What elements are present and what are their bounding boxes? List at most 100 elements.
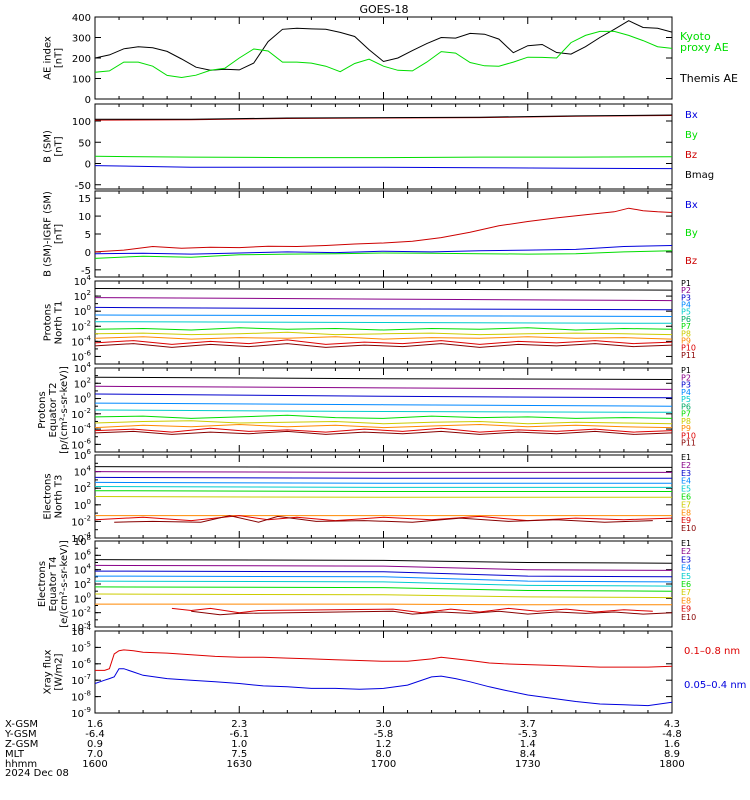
ephemeris-value: 8.0	[376, 749, 392, 760]
series-line	[95, 430, 672, 435]
series-line	[95, 30, 672, 79]
legend-entry: P10	[681, 431, 696, 440]
legend-entry: E2	[681, 547, 691, 556]
legend-entry: 0.05–0.4 nm	[684, 680, 746, 691]
y-tick-label: 106	[74, 448, 92, 462]
panel-frame	[94, 190, 673, 278]
y-tick-exponent: 0	[87, 498, 91, 506]
legend-entry: P1	[681, 279, 691, 288]
series-line	[95, 649, 672, 671]
y-axis-label: North T3	[54, 475, 65, 519]
series-line	[95, 515, 672, 522]
series-line	[95, 486, 672, 488]
y-tick-label: 10-5	[71, 640, 91, 654]
y-tick-label: 10-6	[71, 657, 91, 671]
y-tick-label: 200	[72, 54, 91, 65]
series-group	[95, 114, 672, 170]
legend-entry: E2	[681, 461, 691, 470]
y-axis-label: [nT]	[54, 224, 65, 244]
series-line	[114, 515, 653, 523]
legend-entry: P3	[681, 381, 691, 390]
legend-entry: E4	[681, 477, 691, 486]
y-tick-exponent: 2	[87, 481, 91, 489]
y-axis-label: B (SM)-IGRF (SM)	[43, 191, 54, 277]
y-tick-label: 10-7	[71, 673, 91, 687]
series-line	[95, 575, 672, 583]
y-axis-label: B (SM)	[43, 130, 54, 163]
y-tick-label: 10-9	[71, 706, 91, 720]
legend-entry: P7	[681, 410, 691, 419]
legend-entry: E3	[681, 555, 691, 564]
series-line	[95, 423, 672, 429]
y-tick-label: 102	[74, 577, 91, 591]
ephemeris-value: 3.0	[376, 719, 392, 730]
legend-entry: E8	[681, 508, 691, 517]
legend-entry: P4	[681, 301, 691, 310]
ephemeris-value: -5.8	[374, 729, 394, 740]
y-tick-exponent: -6	[84, 349, 92, 357]
legend-entry: P5	[681, 395, 691, 404]
series-line	[95, 385, 672, 390]
y-axis-label: Xray flux	[43, 650, 54, 695]
legend-entry: P8	[681, 417, 691, 426]
y-tick-exponent: 2	[87, 376, 91, 384]
series-group	[95, 207, 672, 259]
series-line	[95, 402, 672, 407]
legend-entry: E9	[681, 516, 691, 525]
y-tick-exponent: 0	[87, 591, 91, 599]
y-tick-label: 10-2	[71, 319, 91, 333]
series-line	[95, 288, 672, 291]
y-tick-label: 100	[74, 304, 91, 318]
legend-entry: P5	[681, 308, 691, 317]
ephemeris-row-label: Z-GSM	[5, 739, 38, 750]
series-line	[95, 564, 672, 571]
series-line	[95, 250, 672, 259]
series-group	[95, 649, 672, 707]
series-line	[95, 297, 672, 302]
y-tick-exponent: -2	[84, 407, 91, 415]
y-tick-label: 104	[74, 465, 92, 479]
y-tick-exponent: 4	[87, 465, 92, 473]
series-group	[95, 20, 672, 79]
y-tick-exponent: -6	[84, 657, 92, 665]
series-line	[95, 580, 672, 587]
y-tick-exponent: 6	[87, 448, 92, 456]
legend-entry: E10	[681, 524, 696, 533]
ephemeris-table: X-GSMY-GSMZ-GSMMLThhmm1.6-6.40.97.016002…	[4, 719, 685, 770]
legend-entry: P8	[681, 329, 691, 338]
series-group	[95, 559, 672, 616]
ephemeris-value: -5.3	[518, 729, 538, 740]
y-axis-label: Electrons	[43, 473, 54, 519]
y-tick-label: 106	[74, 548, 92, 562]
figure-title: GOES-18	[359, 3, 408, 16]
series-line	[95, 321, 672, 324]
ephemeris-value: 7.0	[87, 749, 103, 760]
legend-entry: E9	[681, 605, 691, 614]
y-tick-exponent: -4	[84, 531, 92, 539]
ephemeris-row-label: X-GSM	[5, 719, 38, 730]
y-tick-label: 10-2	[71, 606, 91, 620]
series-line	[95, 327, 672, 331]
legend-entry: P3	[681, 293, 691, 302]
legend-entry: E6	[681, 493, 691, 502]
panel-2: -50 0 50 100 B (SM) [nT] Bx By Bz Bmag	[43, 103, 714, 192]
y-axis-label: Protons	[37, 391, 48, 428]
series-line	[95, 668, 672, 707]
series-group	[95, 288, 672, 348]
panel-frame	[94, 16, 673, 100]
y-axis-label: [e/(cm²-s-sr-keV)]	[59, 540, 70, 628]
y-tick-exponent: -4	[84, 422, 92, 430]
y-tick-label: 100	[74, 392, 91, 406]
ephemeris-value: 1630	[227, 759, 252, 770]
y-tick-exponent: -7	[84, 673, 91, 681]
y-tick-exponent: -4	[84, 334, 92, 342]
y-tick-label: 300	[72, 34, 91, 45]
series-group	[95, 466, 672, 523]
y-axis-label: North T1	[54, 301, 65, 345]
y-axis-label: AE index	[43, 36, 54, 80]
y-tick-exponent: 6	[87, 548, 92, 556]
